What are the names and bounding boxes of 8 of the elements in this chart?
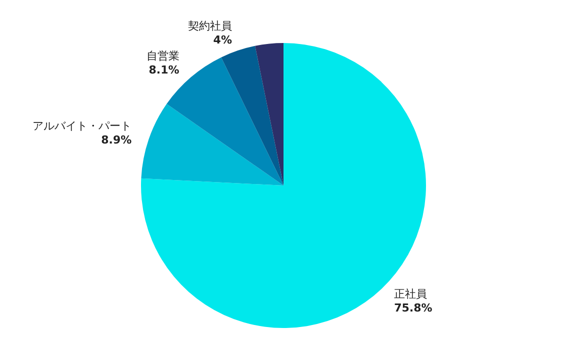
slice-label: 正社員	[394, 288, 428, 301]
slice-label: アルバイト・パート	[32, 119, 132, 132]
data-label: 4%	[213, 33, 232, 46]
data-label: 75.8%	[394, 302, 432, 315]
slice-label: 自営業	[146, 49, 180, 62]
data-label: 8.9%	[101, 133, 132, 146]
slice-label: 契約社員	[188, 19, 232, 32]
data-label: 8.1%	[148, 63, 180, 76]
